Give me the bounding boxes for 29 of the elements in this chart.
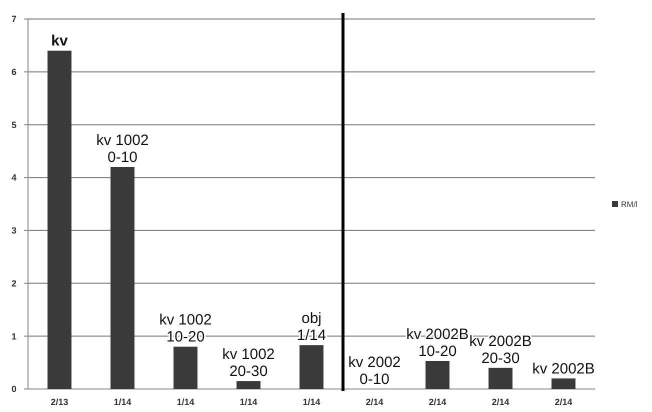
x-tick-label: 1/14 <box>176 397 194 407</box>
annotation: kv <box>51 32 68 50</box>
x-tick-label: 2/14 <box>554 397 572 407</box>
annotation: kv 2002 0-10 <box>348 354 401 388</box>
bar <box>110 167 134 389</box>
y-tick-label: 4 <box>11 172 17 183</box>
x-tick-label: 1/14 <box>240 397 258 407</box>
x-tick-label: 2/14 <box>428 397 446 407</box>
annotation: kv 1002 0-10 <box>96 132 149 166</box>
bar <box>174 346 198 389</box>
legend-label: RM/l <box>621 200 638 209</box>
x-tick-label: 2/14 <box>492 397 510 407</box>
y-tick-label: 6 <box>11 67 17 78</box>
bar <box>300 345 324 389</box>
annotation: kv 2002B 20-30 <box>469 332 532 367</box>
x-tick-label: 1/14 <box>302 397 320 407</box>
y-tick-label: 1 <box>11 331 17 342</box>
annotation: kv 2002B <box>532 360 595 378</box>
x-tick-label: 2/14 <box>366 397 384 407</box>
y-tick-label: 3 <box>11 226 17 236</box>
y-tick-label: 7 <box>11 14 17 24</box>
y-tick-label: 0 <box>11 384 17 394</box>
bar <box>236 381 260 389</box>
bar <box>48 50 72 389</box>
y-tick-label: 2 <box>11 278 17 288</box>
annotation: kv 1002 20-30 <box>222 346 275 380</box>
x-tick-label: 2/13 <box>50 397 68 407</box>
x-tick-label: 1/14 <box>114 397 132 407</box>
y-tick-label: 5 <box>11 120 17 130</box>
